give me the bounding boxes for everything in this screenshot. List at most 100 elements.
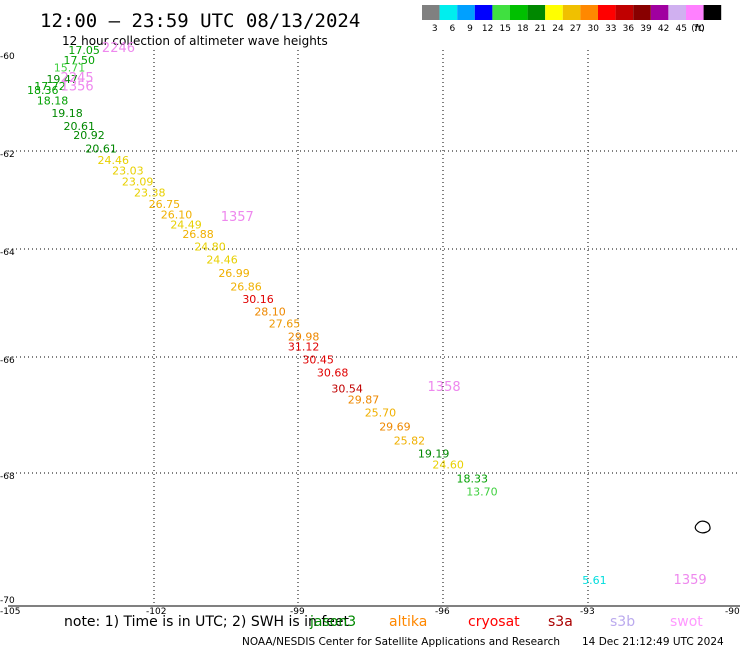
legend-label: 42 [658,24,669,34]
wave-height-value: 29.69 [379,421,411,434]
legend-label: 36 [623,24,635,34]
legend-swatch [474,5,493,20]
wave-height-value: 23.38 [134,187,166,200]
lat-lon-grid [8,50,740,606]
wave-height-value: 17.05 [68,44,100,57]
wave-height-value: 24.80 [194,241,226,254]
longitude-label: -99 [290,607,305,617]
legend-swatch [615,5,634,20]
legend-label: 30 [587,24,599,34]
wave-height-value: 23.09 [122,175,154,188]
longitude-label: -105 [0,607,20,617]
satellite-legend: jason3 altika cryosat s3a s3b swot [309,614,703,630]
wave-height-value: 19.47 [46,73,78,86]
legend-label: 12 [482,24,493,34]
legend-label: 3 [432,24,438,34]
wave-height-value: 26.99 [218,267,250,280]
wave-height-value: 18.18 [37,94,69,107]
satellite-name-s3a: s3a [548,614,573,630]
wave-height-value: 26.86 [230,281,262,294]
orbit-number: 2246 [102,41,135,56]
satellite-name-jason3: jason3 [309,614,356,630]
wave-height-value: 24.46 [206,254,238,267]
satellite-name-altika: altika [389,614,427,630]
orbit-number: 1359 [674,573,707,588]
legend-label: 45 [675,24,686,34]
wave-height-value: 26.10 [161,209,193,222]
wave-height-value: 29.98 [288,330,320,343]
latitude-label: -66 [0,356,15,366]
legend-swatch [492,5,510,20]
legend-label: 24 [552,24,564,34]
legend-swatch [650,5,669,20]
legend-label: 18 [517,24,529,34]
latitude-label: -70 [0,596,15,606]
credit-text: NOAA/NESDIS Center for Satellite Applica… [242,636,560,648]
wave-height-value: 26.75 [149,198,181,211]
longitude-label: -96 [435,607,450,617]
altimeter-observations: 17.0517.5015.7119.4717.7218.3618.1819.18… [27,44,607,587]
latitude-label: -68 [0,472,15,482]
axis-tick-labels: -105 -102 -99 -96 -93 -90 -60 -62 -64 -66 -68 -70 [0,52,740,617]
wave-height-value: 30.54 [331,382,363,395]
wave-height-value: 20.61 [63,120,94,133]
wave-height-value: 19.19 [418,447,450,460]
legend-label: 9 [467,24,473,34]
wave-height-value: 17.50 [63,54,94,67]
wave-height-value: 18.33 [457,472,489,485]
wave-height-value: 30.68 [317,367,349,380]
latitude-label: -60 [0,52,15,62]
satellite-name-s3b: s3b [610,614,635,630]
legend-label: 6 [450,24,456,34]
wave-height-value: 24.49 [170,218,202,231]
longitude-label: -93 [580,607,595,617]
legend-swatch [703,5,722,20]
orbit-number: 1357 [221,210,254,225]
legend-label: 21 [535,24,546,34]
legend-swatch [633,5,651,20]
units-note: note: 1) Time is in UTC; 2) SWH is in fe… [64,614,350,630]
wave-height-value: 19.18 [51,107,83,120]
longitude-label: -102 [146,607,166,617]
wave-height-value: 15.71 [54,62,86,75]
wave-height-value: 26.88 [182,228,214,241]
timestamp-text: 14 Dec 21:12:49 UTC 2024 [582,636,724,648]
legend-swatch [580,5,598,20]
satellite-name-swot: swot [670,614,703,630]
legend-swatch [422,5,440,20]
wave-height-color-legend: 3 6 9 12 15 18 21 24 27 30 33 36 39 42 45 70(ft) [422,5,722,34]
legend-label: 27 [570,24,581,34]
wave-height-value: 30.45 [302,353,334,366]
longitude-label: -90 [725,607,740,617]
legend-unit: (ft) [691,24,705,34]
orbit-number: 1358 [428,380,461,395]
legend-swatch [668,5,686,20]
wave-height-value: 25.82 [394,435,426,448]
satellite-name-cryosat: cryosat [468,614,520,630]
wave-height-value: 29.87 [348,393,380,406]
wave-height-value: 20.61 [85,142,117,155]
legend-swatch [545,5,563,20]
wave-height-value: 24.46 [98,154,129,167]
legend-swatch [598,5,616,20]
legend-label: 15 [499,24,510,34]
wave-height-value: 18.36 [27,84,59,97]
legend-swatch [562,5,581,20]
legend-swatch [686,5,704,20]
legend-label: 70 [693,24,705,34]
wave-height-value: 13.70 [466,485,498,498]
legend-label: 39 [640,24,652,34]
legend-swatch [510,5,528,20]
wave-height-value: 27.65 [269,317,301,330]
orbit-number: 2245 [61,71,94,86]
wave-height-value: 20.92 [73,129,105,142]
wave-height-value: 23.03 [112,165,144,178]
latitude-label: -62 [0,150,15,160]
wave-height-value: 25.70 [365,407,397,420]
latitude-label: -64 [0,248,15,258]
legend-swatch [457,5,475,20]
wave-height-value: 31.12 [288,341,320,354]
wave-height-value: 17.72 [34,80,66,93]
